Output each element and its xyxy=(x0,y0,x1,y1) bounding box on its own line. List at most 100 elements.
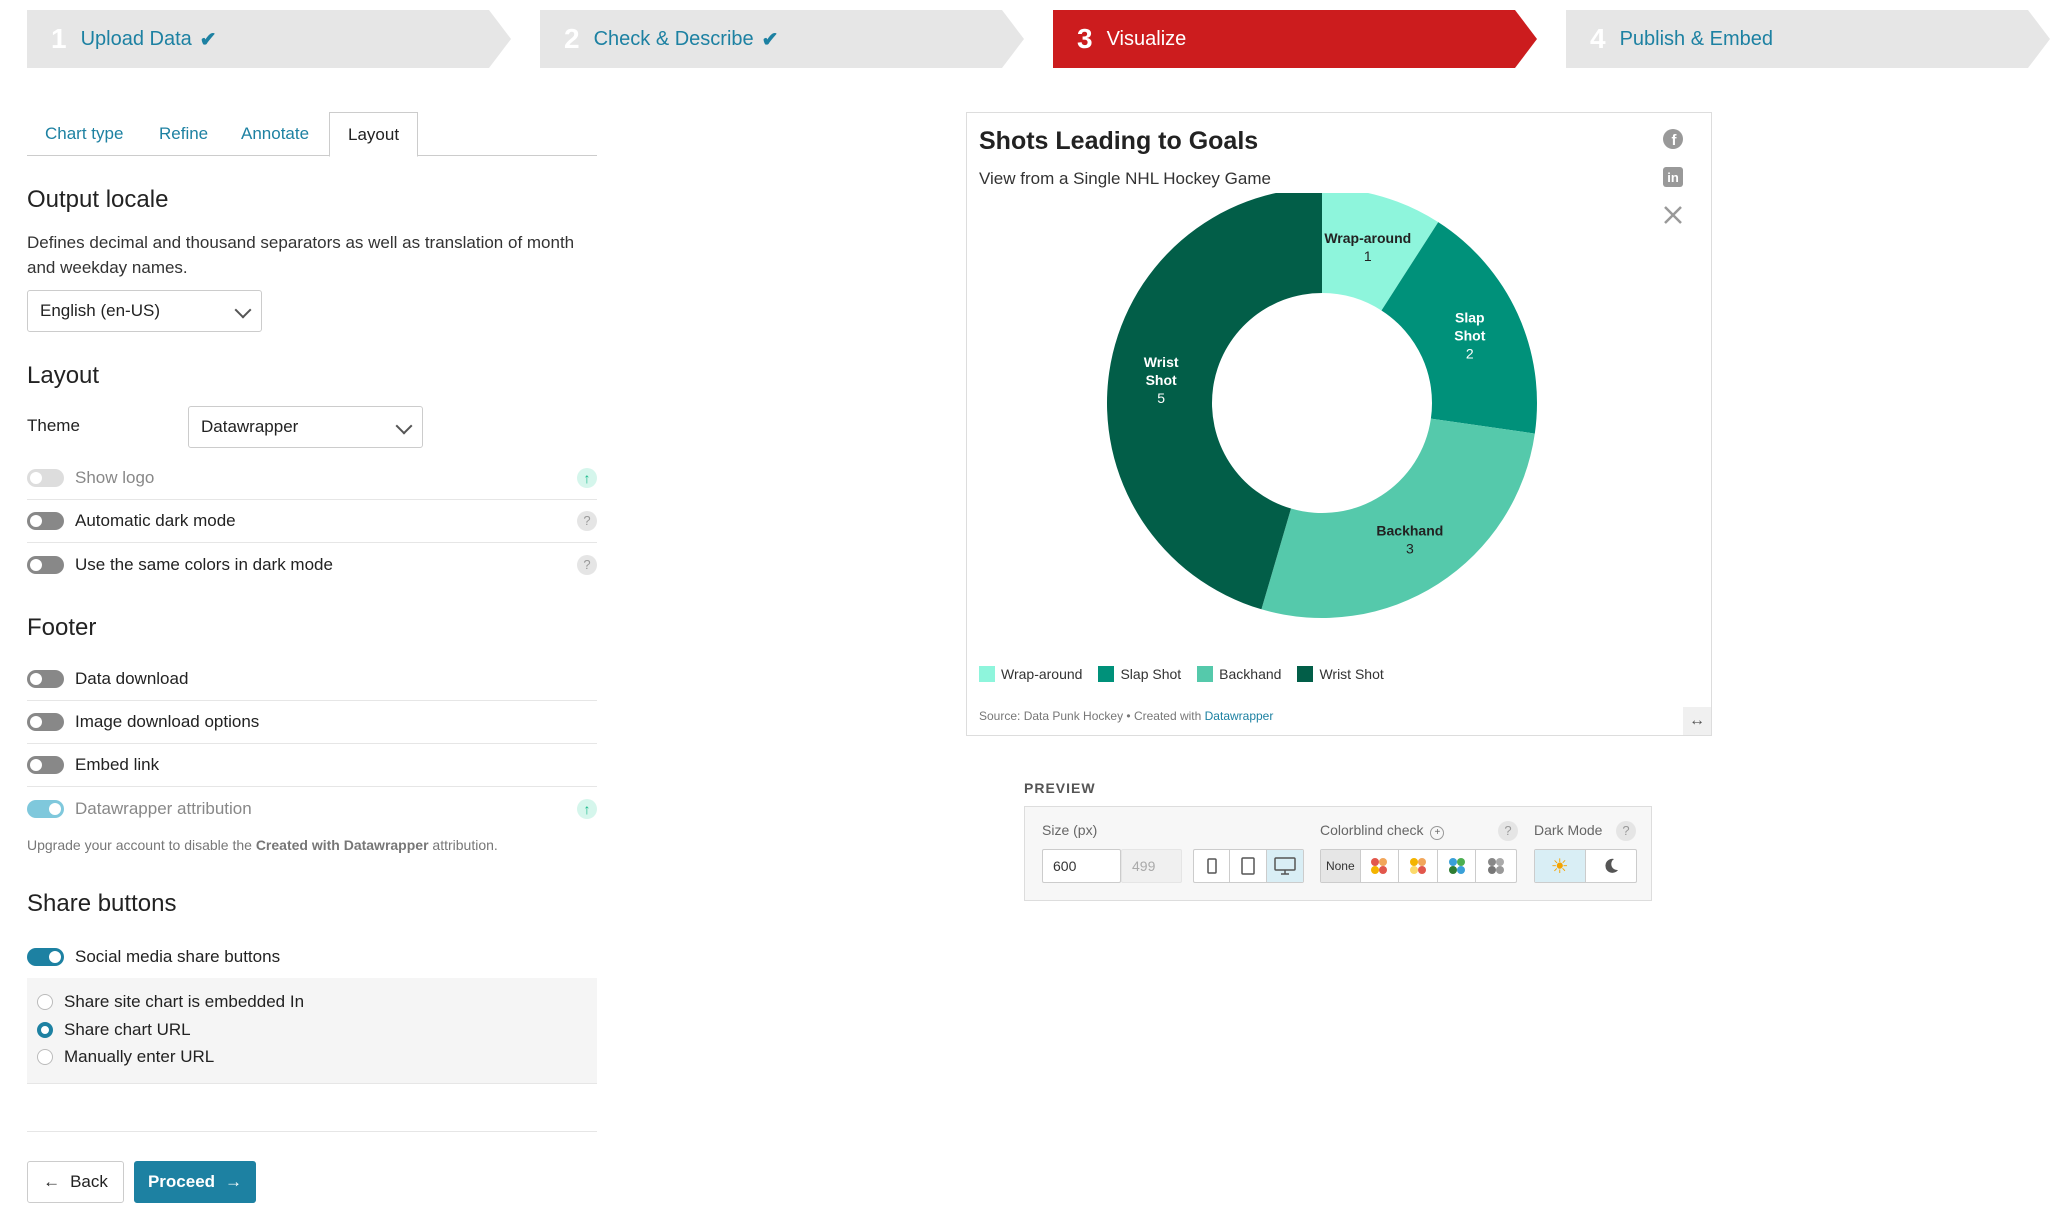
social-share-toggle[interactable] xyxy=(27,947,64,966)
social-share-label: Social media share buttons xyxy=(75,946,281,966)
attribution-toggle[interactable] xyxy=(27,799,64,818)
linkedin-icon[interactable]: in xyxy=(1661,166,1685,190)
checkmark-icon: ✔ xyxy=(199,28,217,51)
divider xyxy=(27,1131,597,1132)
tab-chart-type[interactable]: Chart type xyxy=(45,124,124,143)
colorblind-buttons: None xyxy=(1320,849,1517,883)
tritanopia-icon[interactable] xyxy=(1438,850,1477,882)
legend-item: Wrap-around xyxy=(979,666,1082,682)
legend-label: Wrap-around xyxy=(1001,666,1083,682)
moon-icon[interactable] xyxy=(1586,850,1637,882)
arrow-left-icon: ← xyxy=(43,1172,61,1191)
dark-mode-label: Dark Mode xyxy=(1534,822,1603,838)
arrow-right-icon: → xyxy=(225,1172,243,1191)
colorblind-label-text: Colorblind check xyxy=(1320,822,1424,838)
radio-dot xyxy=(37,994,53,1010)
upgrade-icon[interactable]: ↑ xyxy=(577,798,597,819)
step-label: Visualize xyxy=(1106,27,1187,50)
tab-layout[interactable]: Layout xyxy=(329,112,419,157)
same-colors-label: Use the same colors in dark mode xyxy=(75,554,333,574)
deuteranopia-icon[interactable] xyxy=(1399,850,1438,882)
step-publish-embed[interactable]: 4 Publish & Embed xyxy=(1566,10,2050,68)
locale-select-value: English (en-US) xyxy=(40,301,160,320)
source-text: Source: Data Punk Hockey • Created with xyxy=(979,709,1205,723)
legend-swatch xyxy=(1098,666,1115,682)
embed-link-toggle[interactable] xyxy=(27,756,64,774)
back-button[interactable]: ← Back xyxy=(27,1161,124,1203)
help-icon[interactable]: ? xyxy=(577,554,597,575)
chart-source: Source: Data Punk Hockey • Created with … xyxy=(979,709,1273,723)
show-logo-toggle[interactable] xyxy=(27,469,64,487)
info-icon[interactable]: + xyxy=(1430,826,1445,840)
x-twitter-icon[interactable] xyxy=(1661,204,1685,228)
step-upload-data[interactable]: 1 Upload Data ✔ xyxy=(27,10,511,68)
footer-heading: Footer xyxy=(27,614,97,641)
chart-legend: Wrap-around Slap Shot Backhand Wrist Sho… xyxy=(979,666,1400,682)
datawrapper-link[interactable]: Datawrapper xyxy=(1204,709,1274,723)
donut-chart: Wrap-around 1 Slap Shot 2 Backhand 3 Wrist Shot 5 xyxy=(1107,193,1537,618)
data-download-row: Data download xyxy=(27,658,597,701)
locale-select[interactable]: English (en-US) xyxy=(27,290,262,332)
phone-icon[interactable] xyxy=(1194,850,1231,882)
step-number: 3 xyxy=(1077,23,1093,54)
step-label: Check & Describe xyxy=(593,27,754,50)
theme-select-value: Datawrapper xyxy=(201,417,299,436)
share-url-options: Share site chart is embedded In Share ch… xyxy=(27,978,597,1084)
tablet-icon[interactable] xyxy=(1230,850,1267,882)
auto-dark-label: Automatic dark mode xyxy=(75,511,236,530)
help-icon[interactable]: ? xyxy=(577,511,597,531)
embed-link-label: Embed link xyxy=(75,755,160,774)
social-share-row: Social media share buttons xyxy=(27,935,597,978)
image-download-row: Image download options xyxy=(27,701,597,744)
desktop-icon[interactable] xyxy=(1266,850,1304,882)
radio-label: Manually enter URL xyxy=(64,1047,215,1066)
radio-label: Share chart URL xyxy=(64,1020,191,1039)
upgrade-icon[interactable]: ↑ xyxy=(577,468,597,488)
checkmark-icon: ✔ xyxy=(761,28,779,51)
upgrade-note-end: attribution. xyxy=(428,837,498,853)
same-colors-toggle[interactable] xyxy=(27,555,64,574)
show-logo-label: Show logo xyxy=(75,468,155,487)
step-number: 2 xyxy=(564,23,580,54)
auto-dark-row: Automatic dark mode ? xyxy=(27,500,597,543)
resize-handle-icon[interactable]: ↔ xyxy=(1683,707,1711,735)
attribution-label: Datawrapper attribution xyxy=(75,798,252,818)
donut-slice xyxy=(1261,418,1535,618)
protanopia-icon[interactable] xyxy=(1361,850,1400,882)
radio-dot xyxy=(37,1022,53,1038)
tab-refine[interactable]: Refine xyxy=(159,124,209,143)
slice-label: Wrist Shot 5 xyxy=(1144,354,1179,406)
auto-dark-toggle[interactable] xyxy=(27,512,64,530)
radio-share-site[interactable]: Share site chart is embedded In xyxy=(37,992,304,1012)
radio-share-chart-url[interactable]: Share chart URL xyxy=(37,1020,191,1040)
data-download-label: Data download xyxy=(75,669,189,688)
slice-label: Wrap-around 1 xyxy=(1324,230,1411,264)
chevron-down-icon xyxy=(234,301,252,319)
facebook-icon[interactable]: f xyxy=(1661,128,1685,152)
donut-slice xyxy=(1107,193,1322,610)
colorblind-none[interactable]: None xyxy=(1321,850,1361,882)
step-number: 4 xyxy=(1590,23,1606,54)
height-input[interactable]: 499 xyxy=(1121,849,1182,883)
chart-title: Shots Leading to Goals xyxy=(979,127,1259,155)
tab-annotate[interactable]: Annotate xyxy=(241,124,310,143)
upgrade-note-bold: Created with Datawrapper xyxy=(255,837,429,853)
help-icon[interactable]: ? xyxy=(1616,821,1636,841)
help-icon[interactable]: ? xyxy=(1498,821,1518,841)
step-check-describe[interactable]: 2 Check & Describe ✔ xyxy=(540,10,1024,68)
tab-bar: Chart type Refine Annotate Layout xyxy=(27,112,597,157)
step-visualize[interactable]: 3 Visualize xyxy=(1053,10,1537,68)
theme-select[interactable]: Datawrapper xyxy=(188,406,423,448)
radio-manual-url[interactable]: Manually enter URL xyxy=(37,1047,214,1067)
embed-link-row: Embed link xyxy=(27,744,597,787)
back-label: Back xyxy=(70,1172,108,1191)
width-input[interactable]: 600 xyxy=(1042,849,1121,883)
achromatopsia-icon[interactable] xyxy=(1476,850,1516,882)
proceed-button[interactable]: Proceed → xyxy=(134,1161,256,1203)
data-download-toggle[interactable] xyxy=(27,670,64,688)
preview-heading: PREVIEW xyxy=(1024,780,1096,796)
attribution-row: Datawrapper attribution ↑ xyxy=(27,787,597,830)
step-label: Publish & Embed xyxy=(1619,27,1773,50)
image-download-toggle[interactable] xyxy=(27,713,64,731)
sun-icon[interactable]: ☀ xyxy=(1535,850,1586,882)
